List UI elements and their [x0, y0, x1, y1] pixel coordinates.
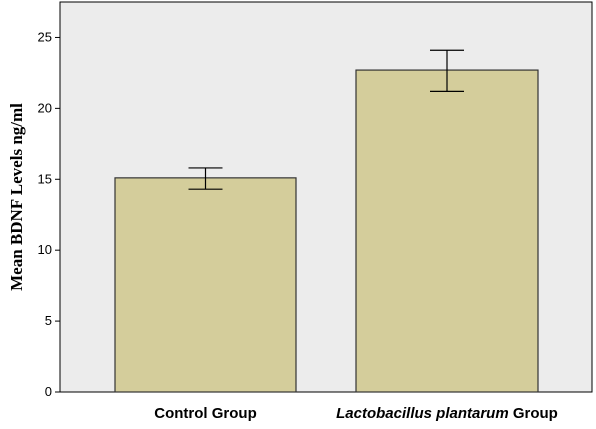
y-tick-label-20: 20 [38, 100, 52, 115]
x-category-label-1: Lactobacillus plantarum Group [336, 405, 558, 422]
y-tick-label-15: 15 [38, 171, 52, 186]
y-tick-label-10: 10 [38, 242, 52, 257]
error-bar-1 [430, 49, 464, 92]
y-axis-label: Mean BDNF Levels ng/ml [7, 103, 26, 291]
bar-1 [355, 69, 539, 393]
bar-0 [114, 177, 297, 393]
y-tick-label-25: 25 [38, 29, 52, 44]
x-category-label-0: Control Group [154, 405, 256, 422]
y-tick-label-5: 5 [45, 313, 52, 328]
y-tick-label-0: 0 [45, 384, 52, 399]
error-bar-0 [188, 167, 223, 190]
